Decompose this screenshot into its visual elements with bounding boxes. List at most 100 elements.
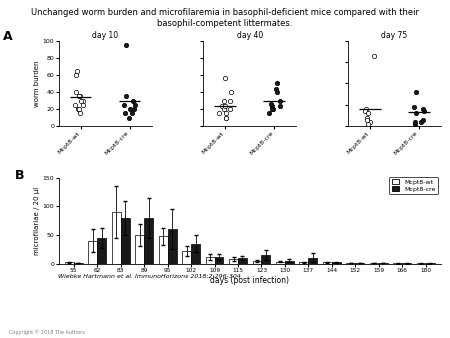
Bar xyxy=(167,229,176,264)
Point xyxy=(218,103,225,108)
Point xyxy=(226,106,233,112)
Point xyxy=(411,119,418,125)
Point xyxy=(273,81,280,86)
Bar xyxy=(300,263,308,264)
Point xyxy=(276,98,284,103)
Point xyxy=(268,103,275,108)
Bar xyxy=(112,212,121,264)
Bar xyxy=(159,236,167,264)
Bar xyxy=(144,218,153,264)
Point xyxy=(73,68,81,73)
Point xyxy=(412,89,419,95)
Bar xyxy=(238,258,247,264)
Legend: Mcpt8-wt, Mcpt8-cre: Mcpt8-wt, Mcpt8-cre xyxy=(389,177,438,194)
Point xyxy=(122,111,129,116)
Title: day 10: day 10 xyxy=(92,31,118,40)
X-axis label: days (post infection): days (post infection) xyxy=(210,275,289,285)
Title: day 75: day 75 xyxy=(381,31,408,40)
Bar xyxy=(356,263,364,264)
Bar xyxy=(276,262,285,264)
Point xyxy=(364,121,371,127)
Point xyxy=(79,102,86,107)
Bar xyxy=(215,257,224,264)
Point xyxy=(411,104,418,110)
Point xyxy=(122,94,130,99)
Bar xyxy=(252,261,261,264)
Point xyxy=(274,89,281,95)
Bar xyxy=(191,244,200,264)
Text: Unchanged worm burden and microfilaremia in basophil-deficient mice compared wit: Unchanged worm burden and microfilaremia… xyxy=(31,8,419,18)
Point xyxy=(266,110,273,115)
Point xyxy=(267,101,274,107)
Point xyxy=(75,106,82,112)
Bar xyxy=(97,238,106,264)
Bar xyxy=(65,263,74,264)
Point xyxy=(122,42,130,48)
Bar xyxy=(285,261,294,264)
Point xyxy=(362,106,369,112)
Point xyxy=(370,53,378,58)
Y-axis label: microfilariae / 20 µl: microfilariae / 20 µl xyxy=(34,187,40,255)
Point xyxy=(227,89,234,95)
Point xyxy=(270,106,277,112)
Point xyxy=(130,106,138,112)
Point xyxy=(412,121,419,127)
Point xyxy=(80,98,87,103)
Point xyxy=(76,94,83,99)
Point xyxy=(419,106,426,112)
Bar xyxy=(346,263,356,264)
Point xyxy=(216,110,223,115)
Point xyxy=(276,103,284,108)
Point xyxy=(364,117,371,123)
Point xyxy=(222,110,230,115)
Bar xyxy=(379,263,388,264)
Bar xyxy=(121,218,130,264)
Text: Copyright © 2018 The Authors: Copyright © 2018 The Authors xyxy=(9,329,85,335)
Point xyxy=(419,117,427,123)
Point xyxy=(420,108,427,114)
Bar xyxy=(261,255,270,264)
Point xyxy=(272,86,279,91)
Point xyxy=(130,98,137,103)
Point xyxy=(364,115,371,120)
Bar xyxy=(370,263,379,264)
Point xyxy=(131,102,139,107)
Point xyxy=(75,106,82,112)
Point xyxy=(221,76,229,81)
Point xyxy=(127,106,134,112)
Point xyxy=(121,102,128,107)
Point xyxy=(220,106,228,112)
Point xyxy=(71,102,78,107)
Y-axis label: worm burden: worm burden xyxy=(34,60,40,107)
Bar xyxy=(229,259,238,264)
Point xyxy=(73,89,80,95)
Point xyxy=(221,98,228,103)
Point xyxy=(361,108,368,114)
Bar xyxy=(332,263,341,264)
Text: A: A xyxy=(3,30,12,43)
Bar xyxy=(88,241,97,264)
Point xyxy=(222,115,230,120)
Point xyxy=(367,119,374,125)
Point xyxy=(76,94,83,99)
Bar xyxy=(206,257,215,264)
Text: B: B xyxy=(14,169,24,182)
Bar xyxy=(135,235,144,264)
Point xyxy=(128,111,135,116)
Text: basophil-competent littermates.: basophil-competent littermates. xyxy=(158,19,292,28)
Point xyxy=(72,72,79,78)
Bar xyxy=(74,263,83,264)
Point xyxy=(222,115,229,120)
Title: day 40: day 40 xyxy=(237,31,263,40)
Point xyxy=(364,111,372,116)
Bar xyxy=(182,251,191,264)
Point xyxy=(77,98,85,103)
Bar xyxy=(308,258,317,264)
Point xyxy=(125,115,132,120)
Point xyxy=(226,98,233,103)
Text: Wiebke Hartmann et al. ImmunoHorizons 2018;2:296-304: Wiebke Hartmann et al. ImmunoHorizons 20… xyxy=(58,274,241,279)
Bar xyxy=(323,263,332,264)
Point xyxy=(222,103,229,108)
Point xyxy=(413,111,420,116)
Point xyxy=(269,106,276,112)
